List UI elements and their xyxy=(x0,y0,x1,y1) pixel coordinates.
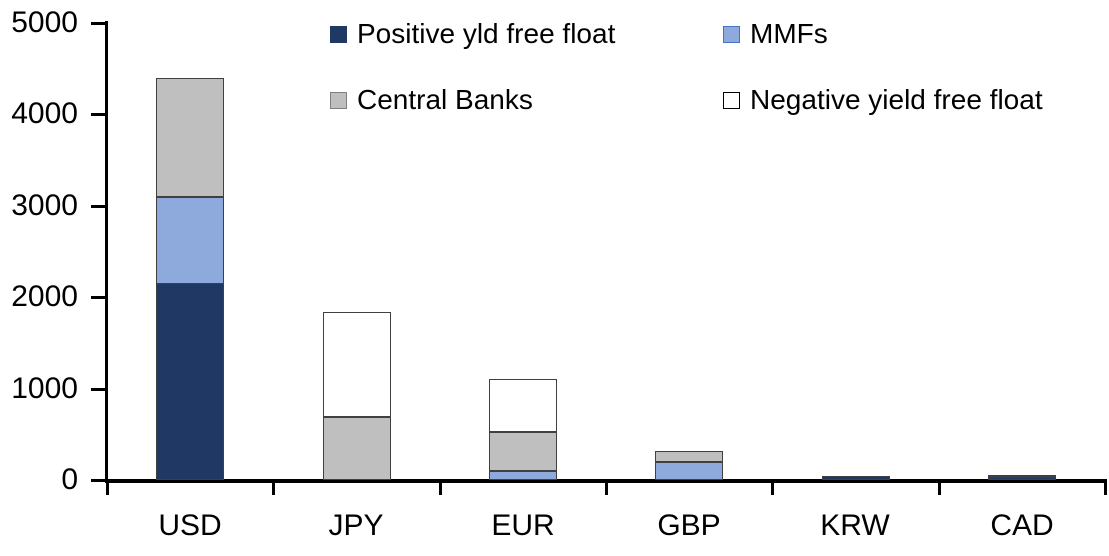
y-tick-label-2000: 2000 xyxy=(11,280,78,313)
legend-swatch-mmfs xyxy=(723,25,740,43)
bar-segment-krw-positive-yld-free-float xyxy=(822,476,890,480)
x-axis-line xyxy=(105,479,1107,483)
bar-segment-gbp-mmfs xyxy=(655,462,723,480)
legend-label-mmfs: MMFs xyxy=(750,18,828,49)
bar-segment-jpy-negative-yield-free-float xyxy=(323,312,391,417)
x-label-usd: USD xyxy=(158,509,222,542)
legend-item-negative-yield-free-float: Negative yield free float xyxy=(723,82,1043,118)
bar-segment-usd-central-banks xyxy=(156,78,224,197)
x-label-gbp: GBP xyxy=(657,509,721,542)
bar-segment-gbp-central-banks xyxy=(655,451,723,462)
x-label-cad: CAD xyxy=(990,509,1054,542)
y-tick-label-1000: 1000 xyxy=(11,372,78,405)
y-tick-3000 xyxy=(91,205,105,208)
y-tick-label-3000: 3000 xyxy=(11,189,78,222)
x-tick-1 xyxy=(272,483,275,495)
y-tick-0 xyxy=(91,479,105,482)
x-tick-2 xyxy=(439,483,442,495)
legend-item-mmfs: MMFs xyxy=(723,16,828,52)
bar-segment-usd-positive-yld-free-float xyxy=(156,283,224,480)
x-tick-0 xyxy=(106,483,109,495)
x-label-krw: KRW xyxy=(820,509,890,542)
legend-item-positive-yld-free-float: Positive yld free float xyxy=(330,16,615,52)
y-tick-5000 xyxy=(91,22,105,25)
x-tick-6 xyxy=(1104,483,1107,495)
y-tick-1000 xyxy=(91,388,105,391)
y-tick-4000 xyxy=(91,113,105,116)
bar-segment-cad-positive-yld-free-float xyxy=(988,477,1056,480)
x-tick-3 xyxy=(605,483,608,495)
bar-segment-eur-negative-yield-free-float xyxy=(489,379,557,432)
x-label-jpy: JPY xyxy=(328,509,384,542)
y-tick-label-5000: 5000 xyxy=(11,6,78,39)
x-tick-4 xyxy=(771,483,774,495)
bar-segment-jpy-central-banks xyxy=(323,417,391,480)
y-tick-label-0: 0 xyxy=(61,463,78,496)
bar-segment-eur-mmfs xyxy=(489,471,557,480)
bar-segment-cad-central-banks xyxy=(988,475,1056,477)
legend-swatch-negative-yield-free-float xyxy=(723,91,740,109)
y-tick-2000 xyxy=(91,296,105,299)
legend-swatch-central-banks xyxy=(330,91,347,109)
bar-segment-eur-central-banks xyxy=(489,432,557,471)
legend-label-positive-yld-free-float: Positive yld free float xyxy=(357,18,616,49)
x-tick-5 xyxy=(938,483,941,495)
legend-item-central-banks: Central Banks xyxy=(330,82,533,118)
legend-label-negative-yield-free-float: Negative yield free float xyxy=(750,84,1043,115)
y-tick-label-4000: 4000 xyxy=(11,97,78,130)
legend-swatch-positive-yld-free-float xyxy=(330,25,347,43)
bar-segment-usd-mmfs xyxy=(156,197,224,284)
legend-label-central-banks: Central Banks xyxy=(357,84,533,115)
y-axis-line xyxy=(105,21,108,483)
x-label-eur: EUR xyxy=(491,509,555,542)
